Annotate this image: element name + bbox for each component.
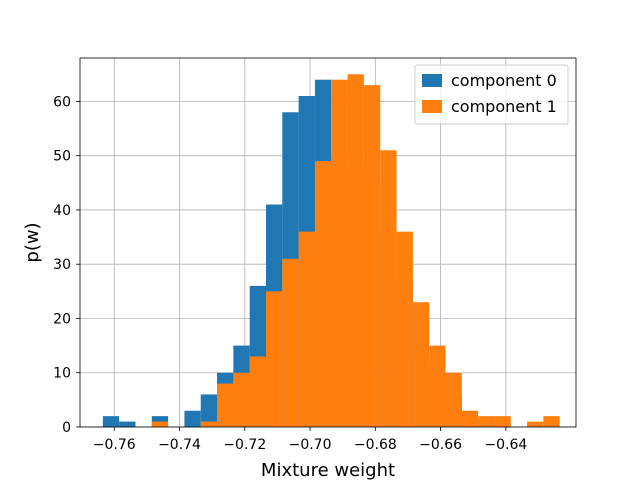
bar-component-1 (217, 383, 234, 427)
bar-component-1 (527, 421, 544, 427)
bar-component-1 (380, 150, 397, 427)
bar-component-1 (347, 74, 364, 427)
x-axis-label: Mixture weight (261, 460, 395, 480)
bar-component-0 (119, 421, 136, 427)
x-axis-ticks: −0.76 −0.74 −0.72 −0.70 −0.68 −0.66 −0.64 (93, 427, 527, 453)
bar-component-1 (461, 410, 479, 427)
legend-swatch-component-0 (422, 74, 442, 87)
legend-swatch-component-1 (422, 100, 442, 113)
bar-component-1 (249, 356, 266, 427)
bar-component-0 (200, 394, 218, 427)
series-component-1-bars (151, 74, 560, 428)
legend-box (414, 64, 569, 125)
bar-component-1 (396, 231, 413, 427)
legend: component 0 component 1 (414, 64, 569, 125)
x-tick-label: −0.66 (419, 437, 462, 453)
bar-component-1 (478, 416, 495, 427)
bar-component-0 (184, 410, 201, 427)
x-tick-label: −0.74 (158, 437, 201, 453)
y-tick-label: 50 (53, 149, 71, 165)
x-tick-label: −0.72 (223, 437, 266, 453)
bar-component-1 (298, 231, 315, 427)
x-tick-label: −0.76 (93, 437, 136, 453)
bar-component-1 (282, 258, 299, 427)
y-tick-label: 20 (53, 311, 71, 327)
y-tick-label: 60 (53, 94, 71, 110)
bar-component-1 (543, 416, 560, 427)
x-tick-label: −0.68 (354, 437, 397, 453)
x-tick-label: −0.70 (289, 437, 332, 453)
y-tick-label: 40 (53, 203, 71, 219)
bar-component-1 (412, 302, 430, 427)
y-tick-label: 10 (53, 366, 71, 382)
bar-component-1 (200, 421, 218, 427)
x-tick-label: −0.64 (484, 437, 527, 453)
bar-component-1 (494, 416, 511, 427)
bar-component-1 (429, 345, 446, 427)
y-tick-label: 0 (62, 420, 71, 436)
bar-component-1 (445, 372, 462, 427)
y-tick-label: 30 (53, 257, 71, 273)
legend-label-component-0: component 0 (451, 71, 557, 90)
bar-component-0 (102, 416, 120, 427)
y-axis-ticks: 0 10 20 30 40 50 60 (53, 94, 80, 436)
bar-component-1 (314, 161, 332, 427)
bar-component-1 (266, 291, 283, 427)
plot-frame (79, 57, 577, 428)
bar-component-1 (151, 421, 169, 427)
legend-label-component-1: component 1 (451, 97, 557, 116)
bar-component-1 (331, 79, 348, 428)
y-axis-label: p(w) (22, 222, 43, 262)
bar-component-1 (363, 85, 381, 427)
bar-component-1 (233, 372, 250, 427)
